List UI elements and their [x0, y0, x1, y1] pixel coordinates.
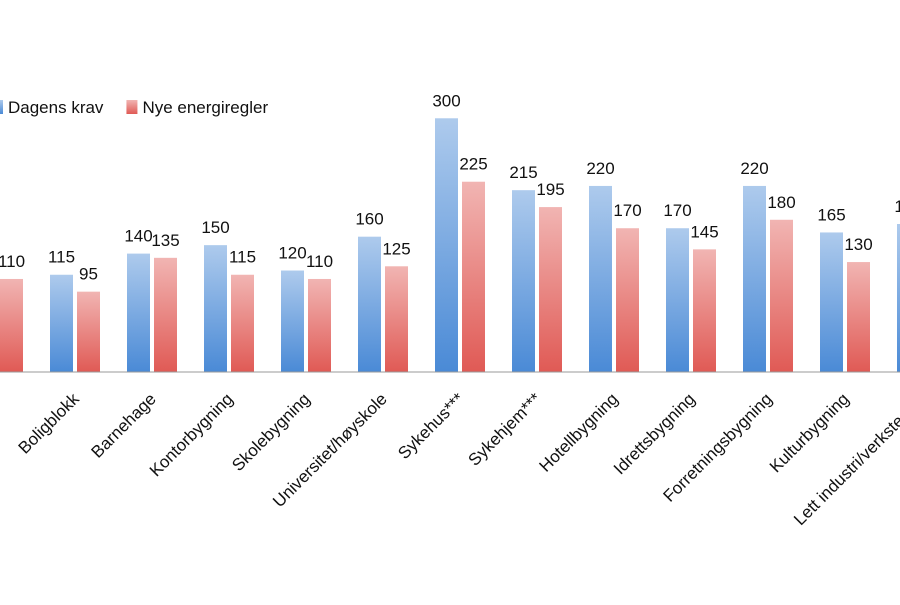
bar: [127, 253, 150, 372]
bar: [847, 262, 870, 372]
x-tick-label: Barnehage: [88, 389, 160, 461]
x-tick-label: Boligblokk: [15, 389, 84, 458]
value-label: 170: [663, 201, 691, 220]
bar: [897, 224, 900, 372]
bar: [743, 185, 766, 372]
value-label: 220: [586, 159, 614, 178]
value-label: 125: [382, 239, 410, 258]
bar: [0, 278, 23, 372]
value-label: 130: [844, 235, 872, 254]
bar: [770, 219, 793, 372]
value-label: 165: [817, 205, 845, 224]
value-label: 215: [509, 163, 537, 182]
bar: [666, 228, 689, 372]
value-label: 115: [48, 248, 75, 267]
bar: [308, 278, 331, 372]
bar: [820, 232, 843, 372]
bar: [589, 185, 612, 372]
value-label: 95: [79, 265, 98, 284]
value-label: 140: [124, 227, 152, 246]
bar: [512, 190, 535, 372]
bar: [358, 236, 381, 372]
value-label: 220: [740, 159, 768, 178]
value-label: 110: [0, 252, 25, 271]
value-label: 135: [151, 231, 179, 250]
x-tick-label: Skolebygning: [228, 389, 314, 475]
bar: [231, 274, 254, 372]
bar: [616, 228, 639, 372]
bar: [204, 245, 227, 372]
bar: [77, 291, 100, 372]
legend-swatch: [0, 100, 3, 114]
value-label: 160: [355, 210, 383, 229]
x-tick-label: Sykehjem***: [465, 389, 546, 470]
bar: [385, 266, 408, 372]
bar: [435, 118, 458, 373]
legend-label: Dagens krav: [8, 98, 104, 117]
legend-swatch: [126, 100, 138, 114]
value-label: 300: [432, 91, 460, 110]
x-tick-label: Kulturbygning: [766, 389, 853, 476]
x-tick-label: Sykehus***: [394, 389, 468, 463]
value-label: 180: [767, 193, 795, 212]
value-label: 150: [201, 218, 229, 237]
value-label: 115: [229, 248, 256, 267]
bar: [281, 270, 304, 372]
bar: [462, 181, 485, 372]
x-tick-label: Hotellbygning: [536, 389, 622, 475]
bar: [154, 257, 177, 372]
value-label: 225: [459, 155, 487, 174]
value-label: 175: [894, 197, 900, 216]
value-label: 110: [306, 252, 333, 271]
value-label: 195: [536, 180, 564, 199]
bar: [539, 207, 562, 372]
value-label: 145: [690, 222, 718, 241]
bar: [50, 274, 73, 372]
legend-label: Nye energiregler: [142, 98, 268, 117]
value-label: 170: [613, 201, 641, 220]
bar: [693, 249, 716, 372]
value-label: 120: [278, 244, 306, 263]
